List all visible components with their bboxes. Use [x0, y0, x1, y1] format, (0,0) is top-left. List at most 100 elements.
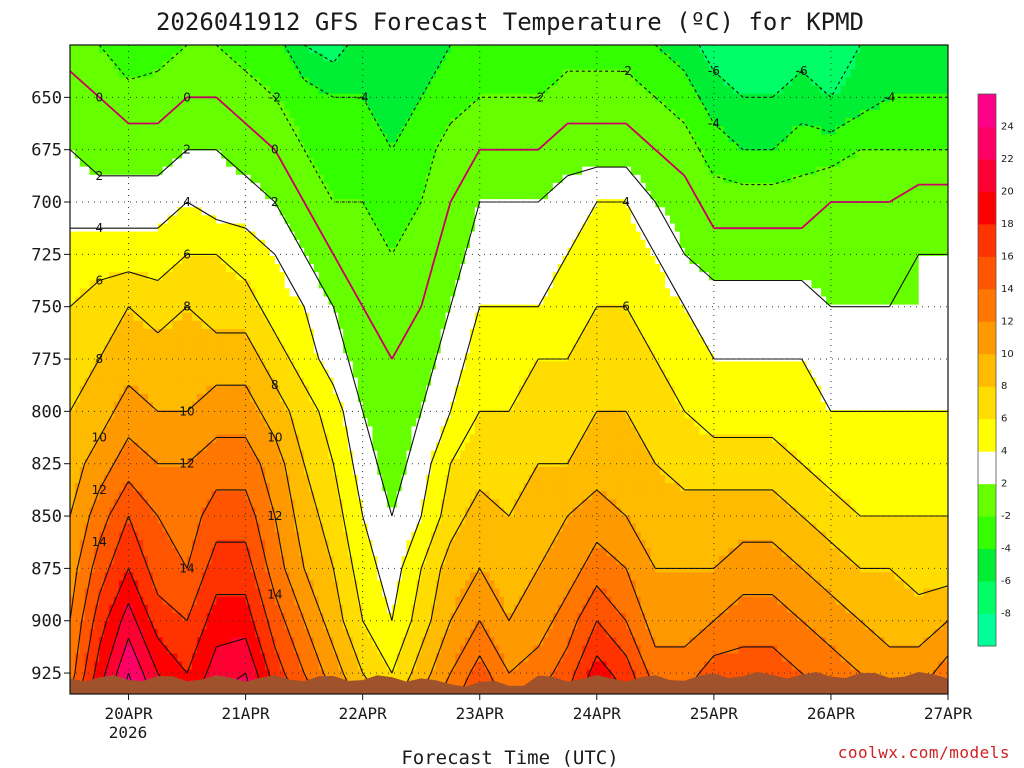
heat-cell	[352, 312, 359, 322]
heat-cell	[123, 653, 130, 663]
heat-cell	[187, 101, 193, 111]
heat-cell	[109, 288, 115, 298]
heat-cell	[367, 231, 374, 241]
heat-cell	[74, 199, 81, 208]
heat-cell	[70, 158, 76, 168]
heat-cell	[94, 361, 100, 371]
heat-cell	[313, 572, 320, 582]
heat-cell	[279, 507, 286, 517]
heat-cell	[162, 182, 169, 192]
heat-cell	[328, 255, 334, 265]
heat-cell	[123, 247, 130, 257]
heat-cell	[211, 304, 217, 314]
heat-cell	[104, 69, 110, 79]
heat-cell	[304, 661, 310, 671]
heat-cell	[328, 118, 334, 127]
heat-cell	[260, 580, 266, 590]
heat-cell	[128, 572, 135, 582]
heat-cell	[294, 661, 300, 671]
heat-cell	[157, 231, 164, 241]
heat-cell	[240, 239, 247, 249]
heat-cell	[143, 588, 149, 598]
heat-cell	[152, 620, 159, 630]
heat-cell	[182, 353, 188, 362]
heat-cell	[167, 53, 174, 62]
heat-cell	[318, 69, 325, 79]
heat-cell	[309, 320, 315, 330]
heat-cell	[284, 328, 291, 338]
heat-cell	[269, 304, 276, 314]
heat-cell	[338, 166, 344, 176]
heat-cell	[313, 637, 320, 646]
heat-cell	[74, 572, 81, 582]
heat-cell	[362, 442, 369, 452]
heat-cell	[274, 337, 281, 346]
heat-cell	[118, 466, 125, 476]
heat-cell	[133, 158, 139, 168]
heat-cell	[328, 312, 334, 322]
heat-cell	[177, 556, 183, 565]
heat-cell	[294, 369, 300, 379]
heat-cell	[118, 442, 125, 452]
heat-cell	[118, 458, 125, 468]
heat-cell	[172, 247, 178, 257]
heat-cell	[89, 442, 95, 452]
heat-cell	[333, 523, 339, 533]
heat-cell	[84, 312, 91, 322]
heat-cell	[177, 377, 183, 387]
heat-cell	[70, 669, 76, 679]
heat-cell	[187, 564, 193, 573]
heat-cell	[328, 207, 334, 216]
heat-cell	[299, 507, 305, 517]
heat-cell	[191, 134, 198, 143]
heat-cell	[265, 612, 271, 622]
heat-cell	[255, 377, 261, 387]
heat-cell	[118, 191, 125, 200]
heat-cell	[191, 645, 198, 655]
heat-cell	[191, 255, 198, 265]
heat-cell	[206, 361, 213, 371]
heat-cell	[348, 418, 354, 427]
heat-cell	[104, 134, 110, 143]
heat-cell	[167, 328, 174, 338]
heat-cell	[118, 264, 125, 273]
heat-cell	[338, 434, 344, 444]
heat-cell	[216, 418, 222, 427]
heat-cell	[284, 604, 291, 614]
heat-cell	[104, 377, 110, 387]
heat-cell	[187, 499, 193, 509]
heat-cell	[172, 620, 178, 630]
heat-cell	[196, 109, 203, 119]
heat-cell	[94, 109, 100, 119]
heat-cell	[177, 645, 183, 655]
heat-cell	[128, 61, 135, 70]
heat-cell	[99, 466, 105, 476]
heat-cell	[113, 653, 120, 663]
heat-cell	[70, 174, 76, 184]
heat-cell	[123, 612, 130, 622]
heat-cell	[294, 539, 300, 549]
heat-cell	[182, 150, 188, 160]
heat-cell	[343, 312, 349, 322]
heat-cell	[250, 661, 256, 671]
heat-cell	[84, 507, 91, 517]
heat-cell	[265, 620, 271, 630]
heat-cell	[294, 215, 300, 225]
heat-cell	[94, 426, 100, 435]
heat-cell	[196, 491, 203, 500]
heat-cell	[172, 223, 178, 233]
heat-cell	[309, 182, 315, 192]
heat-cell	[279, 523, 286, 533]
heat-cell	[182, 77, 188, 87]
heat-cell	[367, 272, 374, 281]
heat-cell	[206, 401, 213, 411]
heat-cell	[226, 426, 232, 435]
heat-cell	[216, 320, 222, 330]
heat-cell	[152, 556, 159, 565]
heat-cell	[99, 231, 105, 241]
heat-cell	[177, 653, 183, 663]
heat-cell	[118, 166, 125, 176]
heat-cell	[157, 604, 164, 614]
heat-cell	[269, 199, 276, 208]
heat-cell	[367, 93, 374, 103]
